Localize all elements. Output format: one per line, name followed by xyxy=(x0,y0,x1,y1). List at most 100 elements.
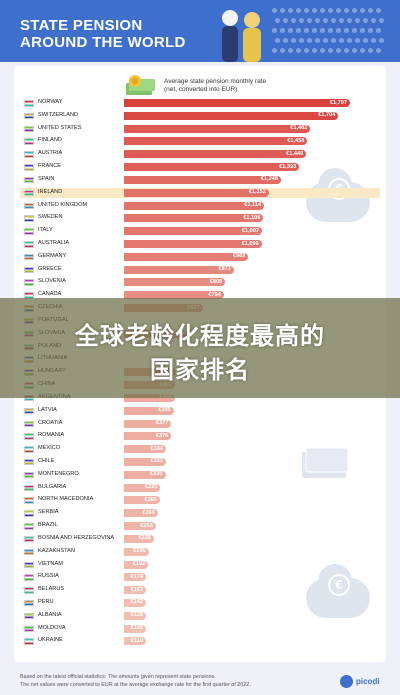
bar xyxy=(124,598,146,607)
value-label: €805 xyxy=(209,278,223,285)
category-label: ROMANIA xyxy=(38,432,65,439)
chart-subtitle-line-2: (net, converted into EUR) xyxy=(164,86,238,93)
map-dot xyxy=(283,18,288,23)
map-dot xyxy=(272,8,277,13)
map-dot xyxy=(368,28,373,33)
map-dot xyxy=(347,18,352,23)
country-flag-icon xyxy=(24,471,34,479)
footnote-line-2: The net values were converted to EUR at … xyxy=(20,682,251,688)
category-label: AUSTRALIA xyxy=(38,240,70,247)
map-dot xyxy=(280,48,285,53)
country-flag-icon xyxy=(24,612,34,620)
bar xyxy=(124,188,269,197)
map-dot xyxy=(315,38,320,43)
category-label: UKRAINE xyxy=(38,637,63,644)
country-flag-icon xyxy=(24,215,34,222)
map-dot xyxy=(379,18,384,23)
country-flag-icon xyxy=(24,112,34,120)
bar-row: ROMANIA €376 xyxy=(20,431,380,441)
map-dot xyxy=(320,8,325,13)
bar-row: BRAZIL €253 xyxy=(20,521,380,531)
map-dot xyxy=(275,38,280,43)
category-label: CROATIA xyxy=(38,419,63,426)
map-dot xyxy=(304,8,309,13)
value-label: €1,095 xyxy=(241,240,259,247)
country-flag-icon xyxy=(24,548,34,556)
country-flag-icon xyxy=(24,164,34,171)
map-dot xyxy=(363,38,368,43)
value-label: €1,114 xyxy=(244,202,262,209)
map-dot xyxy=(307,38,312,43)
bar xyxy=(124,137,308,146)
bar xyxy=(124,509,158,518)
value-label: €1,248 xyxy=(260,176,278,183)
bar-row: PERU €142 xyxy=(20,598,380,608)
bar xyxy=(124,573,146,582)
country-flag-icon xyxy=(24,587,34,594)
map-dot xyxy=(272,28,277,33)
bar-row: NORTH MACEDONIA €285 xyxy=(20,495,380,505)
country-flag-icon xyxy=(24,228,34,235)
map-dot xyxy=(299,18,304,23)
category-label: CHILE xyxy=(38,457,55,464)
country-flag-icon xyxy=(24,523,34,530)
bar xyxy=(124,496,160,505)
value-label: €1,458 xyxy=(287,137,305,144)
bar xyxy=(124,637,146,646)
footnote-line-1: Based on the latest official statistics.… xyxy=(20,674,216,680)
bar-row: UKRAINE €110 xyxy=(20,636,380,646)
bar xyxy=(124,214,264,223)
country-flag-icon xyxy=(24,100,34,107)
bar xyxy=(124,522,156,531)
bar xyxy=(124,406,174,415)
value-label: €334 xyxy=(150,445,163,452)
map-dot xyxy=(339,38,344,43)
map-dot xyxy=(304,48,309,53)
bar xyxy=(124,175,281,184)
map-dot xyxy=(307,18,312,23)
bar-row: SERBIA €269 xyxy=(20,508,380,518)
bar-row: MEXICO €334 xyxy=(20,444,380,454)
value-label: €142 xyxy=(130,599,143,606)
category-label: PERU xyxy=(38,598,54,605)
map-dot xyxy=(355,18,360,23)
country-flag-icon xyxy=(24,241,34,248)
bar-row: MONTENEGRO €330 xyxy=(20,470,380,480)
value-label: €1,797 xyxy=(329,99,347,106)
bar-row: SWITZERLAND €1,704 xyxy=(20,111,380,121)
map-dot xyxy=(296,8,301,13)
map-dot xyxy=(275,18,280,23)
country-flag-icon xyxy=(24,625,34,633)
map-dot xyxy=(320,28,325,33)
bar-row: BOSNIA AND HERZEGOVINA €238 xyxy=(20,534,380,544)
category-label: MOLDOVA xyxy=(38,624,66,631)
category-label: MEXICO xyxy=(38,445,61,452)
country-flag-icon xyxy=(24,433,34,440)
bar-row: MOLDOVA €128 xyxy=(20,624,380,634)
bar xyxy=(124,586,146,595)
map-dot xyxy=(352,48,357,53)
map-dot xyxy=(368,48,373,53)
country-flag-icon xyxy=(24,497,34,504)
caption-overlay: 全球老龄化程度最高的 国家排名 xyxy=(0,298,400,398)
value-label: €128 xyxy=(130,625,143,632)
map-dot xyxy=(296,28,301,33)
value-label: €395 xyxy=(158,407,171,414)
bar xyxy=(124,124,311,133)
value-label: €253 xyxy=(140,522,153,529)
category-label: BOSNIA AND HERZEGOVINA xyxy=(38,534,115,541)
map-dot xyxy=(288,28,293,33)
value-label: €333 xyxy=(150,458,163,465)
bar xyxy=(124,534,154,543)
map-dot xyxy=(312,48,317,53)
bar-row: LATVIA €395 xyxy=(20,406,380,416)
value-label: €269 xyxy=(142,509,155,516)
bar-row: SPAIN €1,248 xyxy=(20,175,380,185)
value-label: €174 xyxy=(130,573,143,580)
map-dot xyxy=(376,8,381,13)
bar xyxy=(124,240,262,249)
brand-logo[interactable]: picodi xyxy=(340,675,390,689)
map-dot xyxy=(344,8,349,13)
bar-row: UNITED KINGDOM €1,114 xyxy=(20,201,380,211)
category-label: SLOVENIA xyxy=(38,278,66,285)
